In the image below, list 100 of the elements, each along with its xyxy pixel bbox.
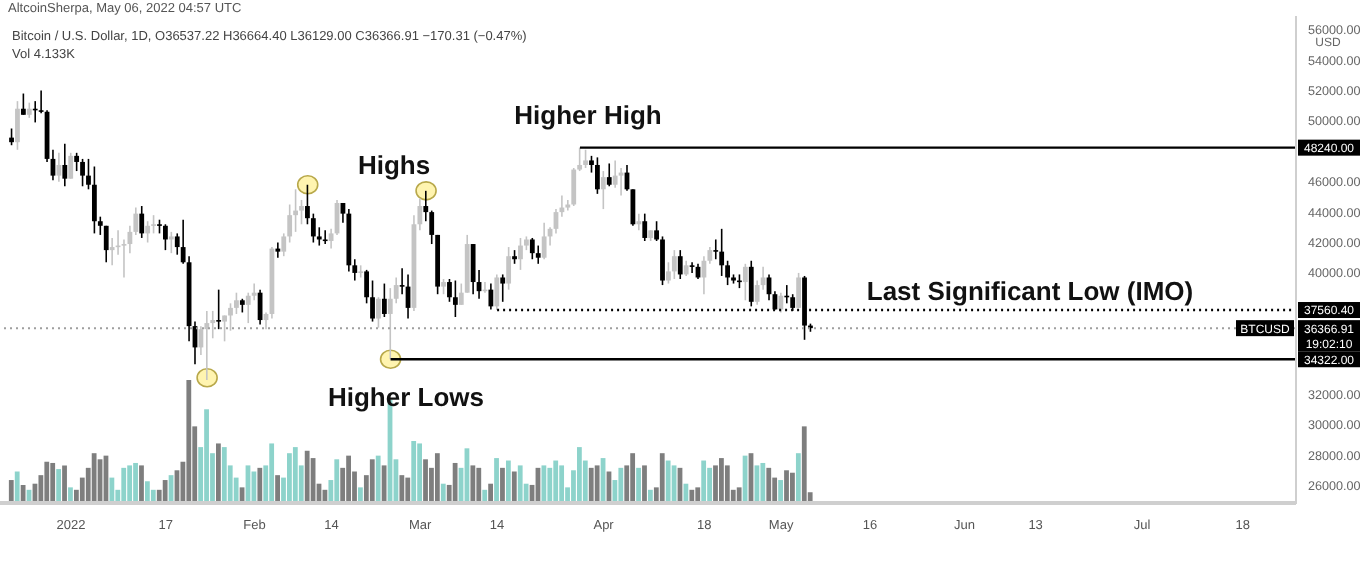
annotation: Higher High: [514, 100, 662, 130]
candlestick: [56, 152, 62, 183]
bar: [790, 472, 795, 502]
candlestick: [151, 214, 156, 235]
candlestick: [595, 156, 600, 195]
candlestick: [506, 246, 512, 291]
bar: [417, 443, 423, 502]
bar: [121, 467, 127, 502]
bar: [511, 471, 517, 502]
bar: [760, 462, 766, 502]
bar: [20, 484, 26, 502]
bar: [482, 489, 488, 502]
bar: [766, 467, 772, 502]
candlestick: [62, 142, 68, 188]
bar: [801, 426, 807, 502]
bar: [559, 465, 565, 502]
bar: [14, 471, 20, 502]
point: [415, 181, 437, 201]
bar: [287, 453, 292, 502]
candlestick: [163, 223, 168, 251]
candlestick: [606, 162, 612, 188]
candlestick: [168, 231, 174, 254]
candlestick: [470, 243, 476, 296]
bar: [784, 470, 789, 502]
candlestick: [216, 288, 222, 330]
candlestick: [636, 212, 642, 232]
bar: [68, 487, 73, 502]
bar: [618, 467, 624, 502]
bar: [369, 459, 375, 502]
bar: [452, 462, 458, 502]
bar: [642, 465, 647, 502]
bar: [636, 467, 641, 502]
bar: [500, 467, 505, 502]
bar: [713, 465, 718, 502]
bar: [440, 483, 446, 502]
candlestick: [139, 205, 145, 239]
bar: [517, 465, 523, 502]
bar: [144, 481, 150, 502]
candlestick: [204, 310, 210, 381]
bar: [292, 447, 298, 502]
candlestick: [796, 272, 802, 309]
candlestick: [80, 158, 85, 188]
bar: [423, 459, 428, 502]
bar: [186, 380, 192, 502]
bar: [204, 409, 209, 502]
candlestick: [15, 100, 20, 151]
bar: [547, 467, 553, 502]
candlestick: [500, 273, 506, 303]
bar: [334, 459, 340, 502]
bar: [275, 475, 280, 502]
bar: [127, 465, 133, 502]
bar: [216, 443, 221, 502]
bar: [109, 477, 115, 502]
candlestick: [529, 237, 535, 261]
candlestick: [689, 261, 695, 274]
candlestick: [677, 249, 683, 280]
candlestick: [642, 212, 648, 242]
bar: [541, 465, 547, 502]
bar: [139, 465, 144, 502]
candlestick: [452, 279, 458, 318]
bar: [358, 487, 363, 502]
annotation: Highs: [357, 150, 431, 180]
candlestick: [145, 220, 151, 244]
bar: [476, 467, 482, 502]
candlestick: [322, 229, 328, 245]
bar: [91, 453, 97, 502]
candlestick: [600, 170, 606, 210]
bar: [701, 460, 707, 502]
bar: [576, 447, 582, 502]
bar: [8, 480, 14, 502]
bar: [399, 475, 405, 502]
bar: [411, 441, 417, 502]
bar: [707, 467, 712, 502]
bar: [719, 458, 724, 502]
bar: [150, 489, 156, 502]
bar: [648, 489, 653, 502]
candlestick: [612, 159, 618, 189]
bar: [695, 487, 701, 502]
bar: [736, 487, 742, 502]
candlestick: [778, 291, 784, 314]
bar: [44, 461, 50, 502]
candlestick: [518, 237, 523, 271]
bar: [56, 469, 62, 502]
bar: [375, 455, 381, 502]
candlestick: [541, 221, 547, 261]
candlestick: [103, 224, 109, 264]
point: [196, 368, 218, 388]
bar: [269, 443, 275, 502]
candlestick: [535, 244, 541, 265]
bar: [588, 467, 594, 502]
annotation: Last Significant Low (IMO): [866, 276, 1194, 306]
candlestick: [376, 296, 381, 329]
bar: [405, 477, 411, 502]
bar: [162, 480, 168, 502]
candlestick: [742, 263, 748, 302]
point: [296, 174, 319, 195]
bar: [133, 462, 138, 502]
bar: [594, 465, 600, 502]
bar: [257, 467, 263, 502]
candlestick: [719, 228, 725, 277]
